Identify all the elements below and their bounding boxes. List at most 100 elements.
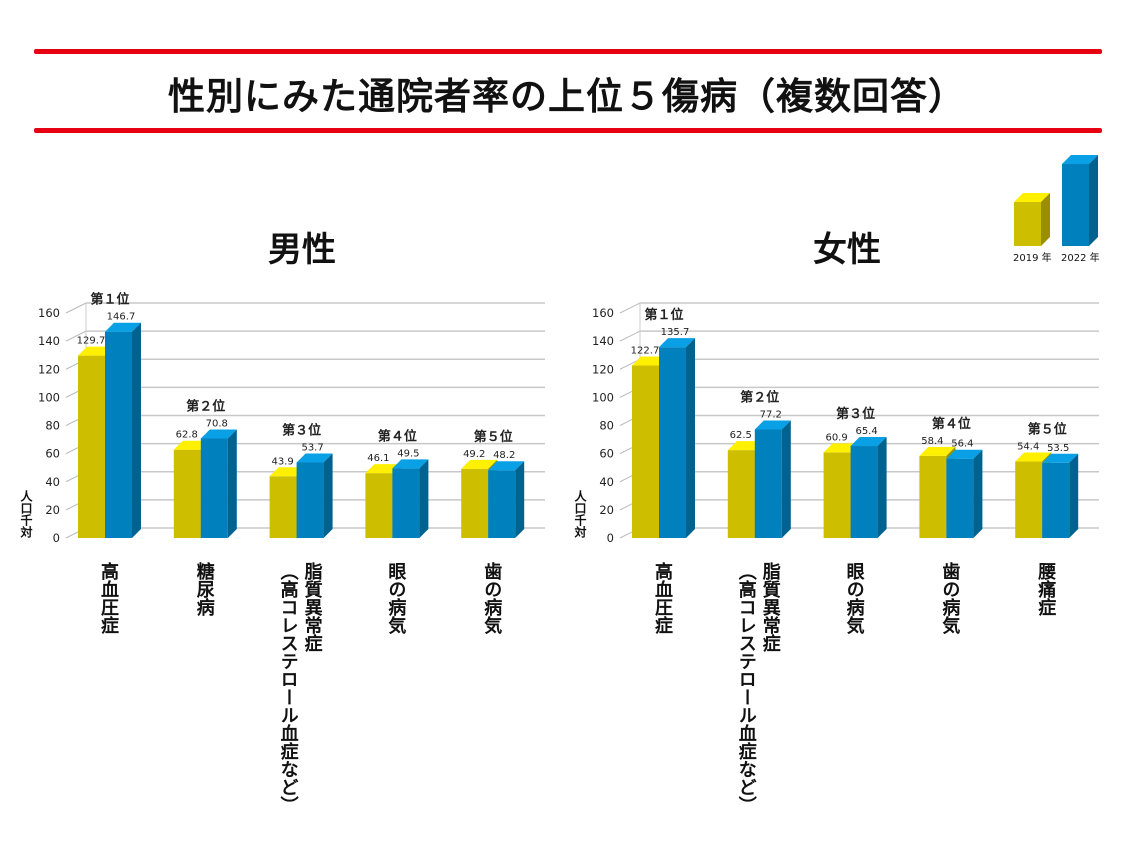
data-label-2019: 54.4 [1017,442,1039,453]
bar-2019-4-top [461,459,498,469]
data-label-2019: 58.4 [921,436,943,447]
bar-2022-4-top [1042,453,1079,463]
y-tick-label: 160 [592,306,614,320]
y-tick-label: 100 [38,390,60,404]
data-label-2019: 60.9 [825,432,847,443]
bar-2022-2-front [296,462,324,538]
grid-diag [65,330,87,342]
category-label-line: （高コレステロール血症など） [277,562,299,814]
category-label-line: 高血圧症 [652,562,673,634]
bar-2022-4-side [515,461,525,538]
category-label: 高血圧症 [96,562,120,634]
y-tick-label: 140 [592,334,614,348]
rank-label: 第１位 [90,292,129,308]
bar-2019-1-front [173,449,201,538]
bar-2022-1-front [200,438,228,538]
bar-2022-2-side [323,453,333,538]
chart-title-male: 男性 [268,230,336,270]
bar-2019-1-front [727,450,755,538]
bar-2019-2-front [269,476,297,538]
bar-2022-2-top [850,437,887,447]
bar-2019-2-front [823,452,851,538]
rank-label: 第５位 [474,429,513,445]
rank-label: 第４位 [932,416,971,432]
rank-label: 第１位 [644,307,683,323]
bar-2022-3-top [946,449,983,459]
grid-diag [619,330,641,342]
category-label: 歯の病気 [937,562,961,634]
data-label-2022: 146.7 [107,312,136,323]
legend-swatch-2019-side [1041,193,1050,246]
y-tick-label: 40 [599,475,614,489]
y-tick-label: 60 [45,447,60,461]
bar-2019-3-front [365,473,393,538]
bar-2019-0-front [632,365,659,538]
bar-2022-3-front [392,468,420,538]
bar-2019-3-front [919,455,947,538]
y-axis-label: 人口千対 [573,490,587,538]
data-label-2022: 53.7 [301,442,323,453]
category-label: 眼の病気 [842,562,866,634]
data-label-2019: 129.7 [77,336,106,347]
bar-2022-1-top [200,429,237,439]
category-label-line: 歯の病気 [481,562,503,634]
bar-2022-2-top [296,453,333,463]
bar-2022-2-front [850,446,878,538]
bar-2022-1-side [227,429,237,538]
legend-swatch-2019-top [1014,193,1050,202]
grid-diag [619,302,641,314]
category-label: 高血圧症 [650,562,674,634]
category-label-line: 歯の病気 [939,562,961,634]
category-label-line: 眼の病気 [385,562,407,634]
bar-2022-1-front [754,429,782,538]
data-label-2019: 62.5 [730,430,752,441]
y-tick-label: 20 [45,503,60,517]
category-label: 歯の病気 [479,562,503,634]
data-label-2022: 48.2 [493,450,515,461]
y-tick-label: 80 [599,419,614,433]
bar-2022-4-side [1069,453,1079,538]
category-label-line: 脂質異常症 [759,562,781,652]
category-label-line: 脂質異常症 [301,562,323,652]
bar-2022-4-top [488,461,525,471]
legend-label-2019: 2019 年 [1013,253,1052,264]
bar-2019-0-front [78,355,105,538]
bar-2022-0-top [105,322,141,332]
page-title: 性別にみた通院者率の上位５傷病（複数回答） [168,75,966,118]
data-label-2019: 49.2 [463,449,485,460]
rank-label: 第２位 [740,389,779,405]
bar-2022-0-front [659,347,686,538]
grid-diag [65,302,87,314]
y-tick-label: 60 [599,447,614,461]
bar-2022-0-side [686,338,695,538]
data-label-2022: 77.2 [760,409,782,420]
category-label: 脂質異常症 （高コレステロール血症など） [734,562,782,814]
y-tick-label: 80 [45,419,60,433]
bar-2022-3-side [973,449,983,538]
bar-2019-4-front [1015,461,1043,538]
data-label-2019: 62.8 [176,430,198,441]
bar-2022-1-top [754,420,791,430]
data-label-2019: 43.9 [271,456,293,467]
bar-2022-4-front [1042,462,1070,538]
rank-label: 第３位 [836,406,875,422]
bar-2019-3-top [919,446,956,456]
top-red-rule [34,49,1102,54]
bar-2022-3-front [946,458,974,538]
y-tick-label: 120 [38,362,60,376]
y-tick-label: 20 [599,503,614,517]
data-label-2019: 46.1 [367,453,389,464]
bar-2019-4-top [1015,452,1052,462]
data-label-2022: 65.4 [855,426,877,437]
rank-label: 第３位 [282,422,321,438]
category-label: 眼の病気 [383,562,407,634]
data-label-2022: 53.5 [1047,443,1069,454]
y-tick-label: 0 [53,531,60,545]
category-label-line: （高コレステロール血症など） [735,562,757,814]
bar-2019-4-front [461,468,489,538]
category-label-line: 眼の病気 [843,562,865,634]
bottom-red-rule [34,128,1102,133]
category-label-line: 高血圧症 [98,562,119,634]
legend-swatch-2022-top [1062,155,1098,164]
